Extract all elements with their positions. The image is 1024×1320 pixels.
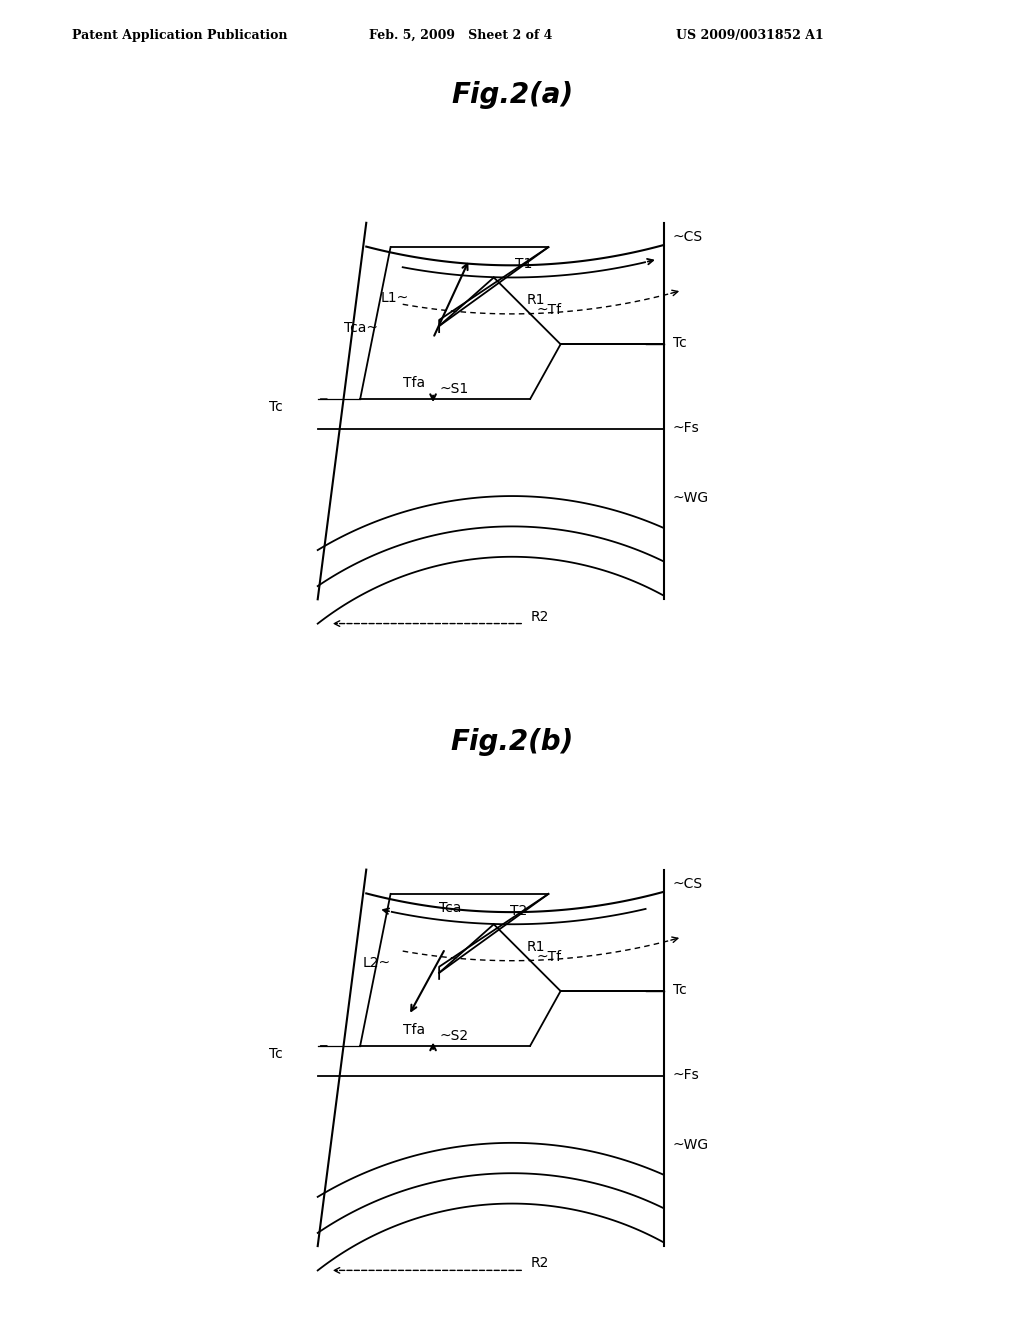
Text: R2: R2 [530, 610, 549, 623]
Text: ~Tf: ~Tf [537, 302, 561, 317]
Text: ~WG: ~WG [673, 491, 709, 506]
Text: ~WG: ~WG [673, 1138, 709, 1152]
Text: L2~: L2~ [362, 956, 390, 970]
Text: Patent Application Publication: Patent Application Publication [72, 29, 287, 42]
Text: ~CS: ~CS [673, 230, 703, 244]
Text: Tfa: Tfa [402, 1023, 425, 1036]
Text: ~S1: ~S1 [439, 381, 468, 396]
Text: T1: T1 [515, 257, 532, 271]
Text: R2: R2 [530, 1257, 549, 1270]
Text: Fig.2(b): Fig.2(b) [451, 729, 573, 756]
Text: ~Fs: ~Fs [673, 1068, 699, 1082]
Text: Tfa: Tfa [402, 376, 425, 389]
Text: ~S2: ~S2 [439, 1028, 468, 1043]
Text: Feb. 5, 2009   Sheet 2 of 4: Feb. 5, 2009 Sheet 2 of 4 [369, 29, 552, 42]
Text: Tca: Tca [439, 902, 462, 915]
Text: Tc: Tc [673, 983, 687, 997]
Text: ~Fs: ~Fs [673, 421, 699, 436]
Text: Tc: Tc [673, 337, 687, 350]
Text: Fig.2(a): Fig.2(a) [451, 82, 573, 110]
Text: Tc: Tc [269, 1047, 283, 1061]
Text: US 2009/0031852 A1: US 2009/0031852 A1 [676, 29, 823, 42]
Text: R1: R1 [526, 940, 545, 954]
Text: ~Tf: ~Tf [537, 949, 561, 964]
Text: T2: T2 [510, 904, 527, 919]
Text: Tc: Tc [269, 400, 283, 414]
Text: L1~: L1~ [381, 290, 409, 305]
Text: R1: R1 [526, 293, 545, 308]
Text: Tca~: Tca~ [344, 321, 379, 335]
Text: ~CS: ~CS [673, 876, 703, 891]
